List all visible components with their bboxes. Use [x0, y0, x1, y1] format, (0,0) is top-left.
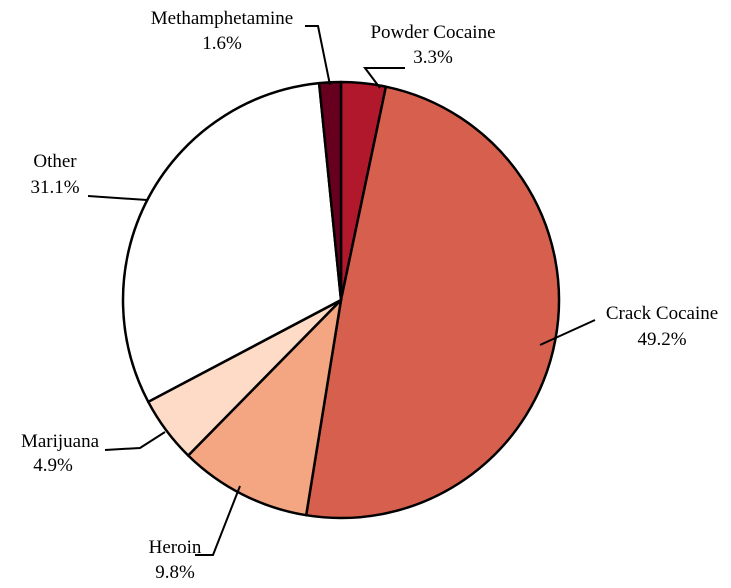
labels-layer: Powder Cocaine 3.3% Crack Cocaine 49.2% Hero… — [21, 8, 718, 583]
slice-label-other: Other — [33, 151, 77, 172]
slice-value-marijuana: 4.9% — [33, 455, 73, 476]
leader-line-other — [87, 195, 148, 201]
leader-line-crack-cocaine — [539, 319, 596, 346]
pie-slice-heroin — [186, 298, 343, 517]
leader-line-heroin — [195, 485, 241, 556]
slice-label-methamphetamine: Methamphetamine — [151, 8, 293, 29]
leader-line-marijuana — [104, 431, 166, 451]
leader-lines — [87, 25, 596, 556]
pie-slice-other — [121, 81, 343, 404]
slice-label-powder-cocaine: Powder Cocaine — [370, 22, 495, 43]
slice-value-heroin: 9.8% — [155, 562, 195, 583]
slice-value-other: 31.1% — [30, 177, 79, 198]
slice-label-heroin: Heroin — [149, 537, 202, 558]
leader-line-methamphetamine — [305, 25, 331, 86]
slice-value-methamphetamine: 1.6% — [202, 33, 242, 54]
slice-label-marijuana: Marijuana — [21, 431, 100, 452]
pie-slice-crack-cocaine — [304, 85, 561, 520]
leader-line-powder-cocaine — [363, 67, 405, 89]
slice-label-crack-cocaine: Crack Cocaine — [606, 303, 718, 324]
slice-value-crack-cocaine: 49.2% — [637, 329, 686, 350]
slices-layer — [121, 80, 561, 520]
slice-value-powder-cocaine: 3.3% — [413, 47, 453, 68]
